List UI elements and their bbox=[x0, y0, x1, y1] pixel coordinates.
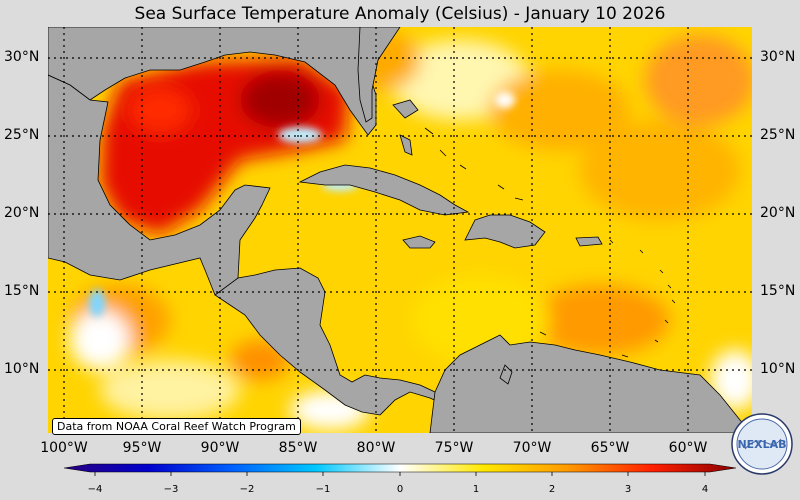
lon-label: 65°W bbox=[590, 440, 630, 456]
lon-label: 90°W bbox=[200, 440, 240, 456]
lat-label-left: 15°N bbox=[4, 283, 40, 299]
gulf-warm-anomaly bbox=[100, 58, 350, 235]
lon-label: 80°W bbox=[356, 440, 396, 456]
colorbar-tick-label: 3 bbox=[624, 484, 632, 495]
colorbar-tick-label: −3 bbox=[163, 484, 179, 495]
lon-label: 60°W bbox=[668, 440, 708, 456]
lat-label-left: 30°N bbox=[4, 49, 40, 65]
colorbar-tick-label: −4 bbox=[87, 484, 103, 495]
small-islands bbox=[424, 127, 676, 358]
colorbar-tick-label: −1 bbox=[315, 484, 331, 495]
lat-label-right: 20°N bbox=[760, 205, 796, 221]
colorbar-tick-label: −2 bbox=[239, 484, 255, 495]
lat-label-left: 25°N bbox=[4, 127, 40, 143]
lon-label: 70°W bbox=[512, 440, 552, 456]
land-florida bbox=[357, 27, 401, 123]
lat-label-right: 10°N bbox=[760, 361, 796, 377]
land-cuba bbox=[298, 164, 470, 216]
graticule bbox=[48, 27, 752, 433]
colorbar bbox=[63, 463, 737, 476]
land bbox=[48, 27, 752, 433]
lon-label: 100°W bbox=[40, 440, 88, 456]
land-bahamas bbox=[392, 99, 419, 156]
lat-label-right: 25°N bbox=[760, 127, 796, 143]
lat-label-left: 20°N bbox=[4, 205, 40, 221]
land-puerto-rico bbox=[575, 236, 603, 247]
anomaly-field bbox=[70, 30, 752, 430]
land-jamaica bbox=[402, 235, 436, 249]
lon-label: 75°W bbox=[434, 440, 474, 456]
colorbar-tick-label: 1 bbox=[472, 484, 480, 495]
lat-label-right: 30°N bbox=[760, 49, 796, 65]
lon-label: 85°W bbox=[278, 440, 318, 456]
lat-label-right: 15°N bbox=[760, 283, 796, 299]
land-hispaniola bbox=[464, 214, 546, 249]
nexlab-logo[interactable]: NEXLAB bbox=[731, 413, 793, 475]
lon-label: 95°W bbox=[122, 440, 162, 456]
land-mexico bbox=[48, 74, 271, 296]
land-central-america bbox=[214, 267, 446, 416]
data-credit-label: Data from NOAA Coral Reef Watch Program bbox=[52, 418, 301, 435]
lat-label-left: 10°N bbox=[4, 361, 40, 377]
map-title: Sea Surface Temperature Anomaly (Celsius… bbox=[134, 4, 666, 24]
colorbar-tick-label: 4 bbox=[701, 484, 709, 495]
logo-text: NEXLAB bbox=[737, 438, 786, 451]
colorbar-tick-label: 2 bbox=[548, 484, 556, 495]
colorbar-tick-label: 0 bbox=[396, 484, 404, 495]
